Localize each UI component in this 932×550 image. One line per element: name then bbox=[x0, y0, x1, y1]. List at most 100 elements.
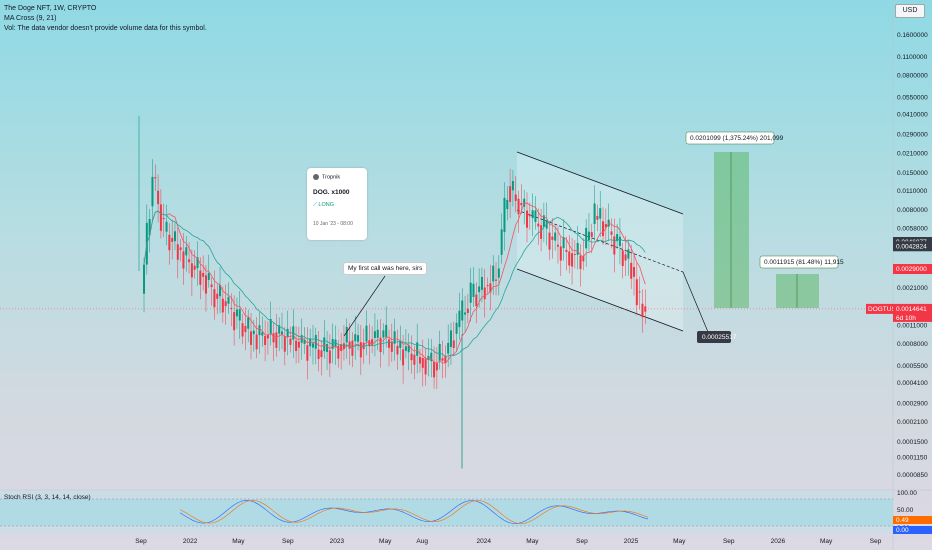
candle-body bbox=[385, 324, 388, 338]
candle-body bbox=[404, 346, 407, 351]
candle-body bbox=[599, 208, 602, 219]
candle-body bbox=[638, 291, 641, 293]
candle-body bbox=[365, 325, 368, 342]
current-price-tag: 0.0014641 bbox=[896, 306, 927, 313]
candle-body bbox=[373, 331, 376, 338]
candle-body bbox=[455, 322, 458, 334]
idea-symbol: DOG. x1000 bbox=[313, 189, 350, 197]
candle-body bbox=[430, 352, 433, 361]
candle-body bbox=[495, 279, 498, 281]
currency-button[interactable]: USD bbox=[895, 4, 925, 18]
candle-body bbox=[247, 317, 250, 329]
candle-body bbox=[309, 338, 312, 347]
legend-symbol[interactable]: The Doge NFT, 1W, CRYPTO bbox=[4, 5, 97, 12]
candle-body bbox=[207, 273, 210, 280]
candle-body bbox=[492, 265, 495, 282]
candle-body bbox=[413, 354, 416, 365]
target-box-2 bbox=[776, 274, 819, 308]
candle-body bbox=[252, 330, 255, 335]
stoch-title: Stoch RSI (3, 3, 14, 14, close) bbox=[4, 494, 91, 501]
candle-body bbox=[641, 303, 644, 318]
stoch-band bbox=[0, 499, 893, 526]
price-axis-label: 0.0005500 bbox=[897, 363, 928, 370]
candle-body bbox=[452, 340, 455, 348]
time-axis-label: Aug bbox=[416, 538, 428, 545]
candle-body bbox=[399, 340, 402, 348]
target-1-label-bg bbox=[685, 131, 775, 145]
stoch-d-line bbox=[179, 500, 649, 524]
candle-body bbox=[357, 335, 360, 342]
target-box-1 bbox=[714, 152, 749, 308]
candle-body bbox=[278, 325, 281, 334]
stoch-k-line bbox=[179, 500, 649, 524]
candle-body bbox=[362, 342, 365, 350]
candle-body bbox=[148, 219, 151, 236]
time-axis-label: May bbox=[526, 538, 539, 545]
candle-body bbox=[435, 362, 438, 371]
candle-body bbox=[193, 265, 196, 270]
channel-fill bbox=[517, 152, 683, 331]
candle-body bbox=[227, 297, 230, 304]
candle-body bbox=[486, 285, 489, 287]
candle-body bbox=[604, 223, 607, 228]
candle-body bbox=[416, 342, 419, 356]
price-axis-label: 0.0002900 bbox=[897, 400, 928, 407]
price-axis-label: 0.0550000 bbox=[897, 94, 928, 101]
candle-body bbox=[238, 309, 241, 321]
idea-card[interactable]: Tropnik DOG. x1000 ⟋ LONG 10 Jan '23 - 0… bbox=[307, 168, 367, 240]
candle-body bbox=[444, 355, 447, 364]
candle-body bbox=[281, 331, 283, 335]
candle-body bbox=[261, 332, 264, 336]
time-axis-label: Sep bbox=[723, 538, 735, 545]
candle-body bbox=[500, 229, 503, 255]
candle-body bbox=[627, 249, 630, 259]
chart-legend: The Doge NFT, 1W, CRYPTO MA Cross (9, 21… bbox=[4, 4, 207, 34]
candle-body bbox=[143, 264, 146, 294]
projection-line bbox=[682, 271, 709, 333]
candle-body bbox=[154, 177, 157, 179]
candle-body bbox=[354, 334, 357, 342]
candle-body bbox=[393, 331, 396, 344]
candle-body bbox=[202, 272, 205, 277]
candle-body bbox=[219, 284, 222, 297]
time-axis-label: 2022 bbox=[183, 538, 198, 545]
price-axis-label: 0.0410000 bbox=[897, 111, 928, 118]
candle-body bbox=[621, 250, 624, 267]
candle-body bbox=[635, 279, 638, 306]
price-axis-label: 0.1600000 bbox=[897, 32, 928, 39]
candle-body bbox=[190, 263, 193, 278]
candle-body bbox=[390, 341, 393, 352]
candle-body bbox=[517, 198, 520, 215]
candle-body bbox=[587, 231, 590, 241]
channel-mid-line bbox=[516, 209, 684, 273]
current-price-tag-bg bbox=[893, 303, 932, 322]
price-axis-label: 0.0210000 bbox=[897, 150, 928, 157]
candle-body bbox=[221, 298, 224, 313]
candle-body bbox=[506, 199, 509, 210]
candle-body bbox=[537, 223, 540, 227]
legend-volume-note: Vol: The data vendor doesn't provide vol… bbox=[4, 25, 207, 32]
candle-body bbox=[303, 339, 306, 344]
candle-body bbox=[466, 308, 469, 314]
candle-body bbox=[540, 225, 543, 239]
candle-body bbox=[475, 294, 478, 307]
candle-body bbox=[523, 198, 526, 207]
candle-body bbox=[264, 336, 267, 345]
candle-body bbox=[554, 232, 557, 241]
candle-body bbox=[297, 341, 300, 348]
candle-body bbox=[185, 247, 188, 256]
first-call-note[interactable]: My first call was here, sirs bbox=[343, 262, 428, 275]
candle-body bbox=[464, 312, 467, 315]
first-call-pointer bbox=[343, 275, 386, 337]
candle-body bbox=[289, 338, 292, 345]
candle-body bbox=[266, 335, 269, 339]
legend-ma-cross[interactable]: MA Cross (9, 21) bbox=[4, 15, 57, 22]
price-axis-label: 0.0058000 bbox=[897, 226, 928, 233]
candle-body bbox=[334, 339, 337, 348]
candle-body bbox=[528, 214, 531, 217]
candle-body bbox=[345, 326, 348, 343]
candle-body bbox=[269, 319, 272, 335]
candle-body bbox=[382, 330, 385, 338]
